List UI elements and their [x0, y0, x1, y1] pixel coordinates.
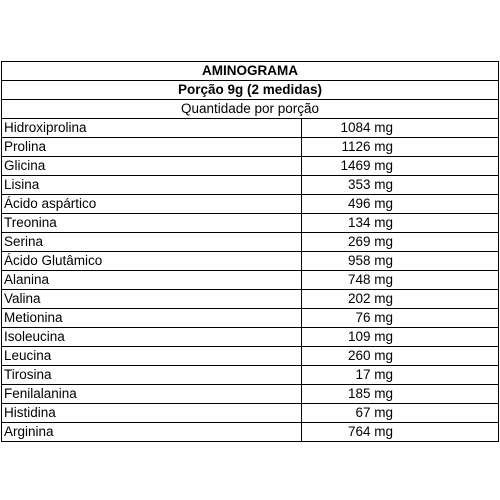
table-row: Serina 269 mg: [1, 232, 499, 252]
amino-acid-name: Valina: [1, 289, 302, 309]
amino-acid-name: Metionina: [1, 308, 302, 328]
amino-acid-value-cell: 496 mg: [301, 194, 499, 214]
amino-acid-value-cell: 764 mg: [301, 422, 499, 442]
amino-acid-value: 76 mg: [355, 310, 393, 325]
amino-acid-value: 1126 mg: [341, 139, 393, 154]
amino-acid-value: 1469 mg: [340, 158, 393, 173]
table-row: Histidina 67 mg: [1, 403, 499, 423]
amino-acid-value-cell: 76 mg: [301, 308, 499, 328]
amino-acid-value: 353 mg: [347, 177, 393, 192]
table-row: Ácido aspártico 496 mg: [1, 194, 499, 214]
quantity-row: Quantidade por porção: [1, 99, 499, 119]
amino-acid-value-cell: 1126 mg: [301, 137, 499, 157]
portion-label: Porção 9g (2 medidas): [1, 80, 499, 100]
amino-acid-value-cell: 1469 mg: [301, 156, 499, 176]
amino-acid-value-cell: 67 mg: [301, 403, 499, 423]
table-row: Arginina 764 mg: [1, 422, 499, 442]
amino-acid-name: Histidina: [1, 403, 302, 423]
amino-acid-name: Treonina: [1, 213, 302, 233]
amino-acid-value: 260 mg: [347, 348, 393, 363]
amino-acid-name: Leucina: [1, 346, 302, 366]
portion-row: Porção 9g (2 medidas): [1, 80, 499, 100]
table-row: Lisina 353 mg: [1, 175, 499, 195]
amino-acid-name: Ácido Glutâmico: [1, 251, 302, 271]
amino-acid-value-cell: 269 mg: [301, 232, 499, 252]
table-row: Hidroxiprolina 1084 mg: [1, 118, 499, 138]
amino-acid-value-cell: 202 mg: [301, 289, 499, 309]
table-row: Valina 202 mg: [1, 289, 499, 309]
amino-acid-value: 17 mg: [355, 367, 393, 382]
table-row: Metionina 76 mg: [1, 308, 499, 328]
amino-acid-value: 958 mg: [347, 253, 393, 268]
title-row: AMINOGRAMA: [1, 61, 499, 81]
amino-acid-value: 748 mg: [347, 272, 393, 287]
table-row: Treonina 134 mg: [1, 213, 499, 233]
amino-acid-value-cell: 17 mg: [301, 365, 499, 385]
amino-acid-value: 764 mg: [347, 424, 393, 439]
amino-acid-name: Lisina: [1, 175, 302, 195]
amino-acid-value-cell: 109 mg: [301, 327, 499, 347]
amino-acid-value-cell: 134 mg: [301, 213, 499, 233]
amino-acid-name: Ácido aspártico: [1, 194, 302, 214]
table-row: Ácido Glutâmico 958 mg: [1, 251, 499, 271]
amino-acid-name: Hidroxiprolina: [1, 118, 302, 138]
amino-acid-value: 496 mg: [347, 196, 393, 211]
amino-acid-value-cell: 958 mg: [301, 251, 499, 271]
table-title: AMINOGRAMA: [1, 61, 499, 81]
amino-acid-value-cell: 185 mg: [301, 384, 499, 404]
amino-acid-value: 67 mg: [355, 405, 393, 420]
amino-acid-name: Glicina: [1, 156, 302, 176]
quantity-label: Quantidade por porção: [1, 99, 499, 119]
table-row: Prolina 1126 mg: [1, 137, 499, 157]
table-body: AMINOGRAMA Porção 9g (2 medidas) Quantid…: [1, 61, 499, 442]
table-row: Glicina 1469 mg: [1, 156, 499, 176]
amino-acid-name: Isoleucina: [1, 327, 302, 347]
amino-acid-name: Tirosina: [1, 365, 302, 385]
amino-acid-name: Serina: [1, 232, 302, 252]
table-row: Tirosina 17 mg: [1, 365, 499, 385]
table-row: Leucina 260 mg: [1, 346, 499, 366]
aminogram-table: AMINOGRAMA Porção 9g (2 medidas) Quantid…: [1, 61, 499, 442]
amino-acid-value-cell: 748 mg: [301, 270, 499, 290]
amino-acid-value-cell: 353 mg: [301, 175, 499, 195]
amino-acid-value: 269 mg: [347, 234, 393, 249]
amino-acid-value-cell: 260 mg: [301, 346, 499, 366]
amino-acid-name: Fenilalanina: [1, 384, 302, 404]
amino-acid-value: 134 mg: [347, 215, 393, 230]
amino-acid-name: Alanina: [1, 270, 302, 290]
amino-acid-value-cell: 1084 mg: [301, 118, 499, 138]
amino-acid-value: 202 mg: [347, 291, 393, 306]
table-row: Fenilalanina 185 mg: [1, 384, 499, 404]
amino-acid-value: 185 mg: [347, 386, 393, 401]
table-row: Isoleucina 109 mg: [1, 327, 499, 347]
amino-acid-name: Arginina: [1, 422, 302, 442]
amino-acid-value: 109 mg: [347, 329, 393, 344]
amino-acid-value: 1084 mg: [340, 120, 393, 135]
amino-acid-name: Prolina: [1, 137, 302, 157]
table-row: Alanina 748 mg: [1, 270, 499, 290]
